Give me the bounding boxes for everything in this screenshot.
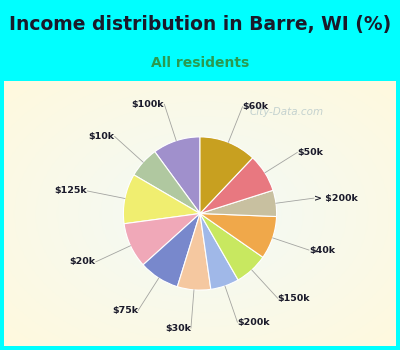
Text: > $200k: > $200k [314,194,358,203]
Text: $100k: $100k [132,100,164,109]
Text: Income distribution in Barre, WI (%): Income distribution in Barre, WI (%) [9,15,391,34]
Text: $30k: $30k [165,323,191,332]
Text: $50k: $50k [297,148,323,157]
Wedge shape [124,214,200,265]
Text: $10k: $10k [88,132,115,141]
Wedge shape [200,214,263,280]
Wedge shape [155,137,200,214]
Text: City-Data.com: City-Data.com [249,107,323,117]
Text: $20k: $20k [70,257,96,266]
Wedge shape [134,152,200,214]
Wedge shape [143,214,200,287]
Text: $40k: $40k [309,246,335,254]
Wedge shape [200,137,253,214]
Text: $150k: $150k [278,294,310,303]
Wedge shape [200,158,273,214]
Text: $75k: $75k [112,306,138,315]
Text: $60k: $60k [242,102,269,111]
Wedge shape [200,190,277,217]
Wedge shape [200,214,276,257]
Text: $125k: $125k [54,187,87,195]
Wedge shape [200,214,238,289]
Wedge shape [123,175,200,224]
Wedge shape [177,214,211,290]
Text: All residents: All residents [151,56,249,70]
Text: $200k: $200k [238,318,270,327]
